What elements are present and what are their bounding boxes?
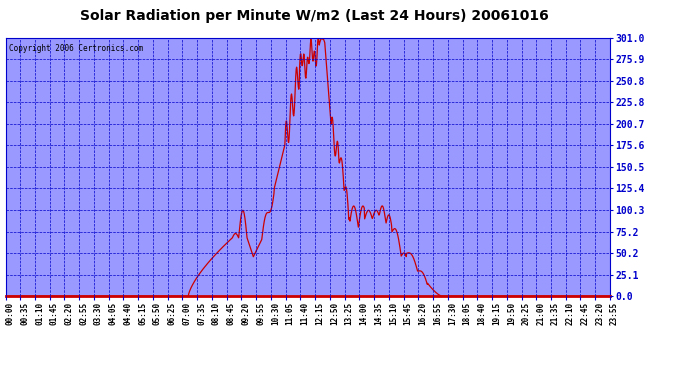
Text: 12:15: 12:15 xyxy=(315,302,324,325)
Text: 07:35: 07:35 xyxy=(197,302,206,325)
Text: 22:10: 22:10 xyxy=(566,302,575,325)
Text: 14:00: 14:00 xyxy=(359,302,368,325)
Text: 16:20: 16:20 xyxy=(418,302,427,325)
Text: 02:55: 02:55 xyxy=(79,302,88,325)
Text: 08:45: 08:45 xyxy=(226,302,236,325)
Text: 04:40: 04:40 xyxy=(124,302,132,325)
Text: 09:55: 09:55 xyxy=(256,302,265,325)
Text: 23:20: 23:20 xyxy=(595,302,604,325)
Text: 19:15: 19:15 xyxy=(492,302,501,325)
Text: 10:30: 10:30 xyxy=(271,302,280,325)
Text: 20:25: 20:25 xyxy=(522,302,531,325)
Text: 04:05: 04:05 xyxy=(109,302,118,325)
Text: 11:05: 11:05 xyxy=(286,302,295,325)
Text: 00:00: 00:00 xyxy=(6,302,14,325)
Text: 14:35: 14:35 xyxy=(374,302,383,325)
Text: 06:25: 06:25 xyxy=(168,302,177,325)
Text: Copyright 2006 Certronics.com: Copyright 2006 Certronics.com xyxy=(8,44,143,53)
Text: 22:45: 22:45 xyxy=(580,302,589,325)
Text: 16:55: 16:55 xyxy=(433,302,442,325)
Text: 00:35: 00:35 xyxy=(20,302,29,325)
Text: 12:50: 12:50 xyxy=(330,302,339,325)
Text: 15:45: 15:45 xyxy=(404,302,413,325)
Text: 21:35: 21:35 xyxy=(551,302,560,325)
Text: 05:15: 05:15 xyxy=(138,302,147,325)
Text: 18:40: 18:40 xyxy=(477,302,486,325)
Text: 08:10: 08:10 xyxy=(212,302,221,325)
Text: 03:30: 03:30 xyxy=(94,302,103,325)
Text: 15:10: 15:10 xyxy=(389,302,398,325)
Text: 19:50: 19:50 xyxy=(506,302,515,325)
Text: 18:05: 18:05 xyxy=(462,302,471,325)
Text: 01:45: 01:45 xyxy=(50,302,59,325)
Text: 11:40: 11:40 xyxy=(300,302,309,325)
Text: 17:30: 17:30 xyxy=(448,302,457,325)
Text: Solar Radiation per Minute W/m2 (Last 24 Hours) 20061016: Solar Radiation per Minute W/m2 (Last 24… xyxy=(79,9,549,23)
Text: 05:50: 05:50 xyxy=(153,302,162,325)
Text: 07:00: 07:00 xyxy=(182,302,191,325)
Text: 23:55: 23:55 xyxy=(610,302,619,325)
Text: 09:20: 09:20 xyxy=(241,302,250,325)
Text: 01:10: 01:10 xyxy=(35,302,44,325)
Text: 21:00: 21:00 xyxy=(536,302,545,325)
Text: 13:25: 13:25 xyxy=(344,302,353,325)
Text: 02:20: 02:20 xyxy=(64,302,74,325)
